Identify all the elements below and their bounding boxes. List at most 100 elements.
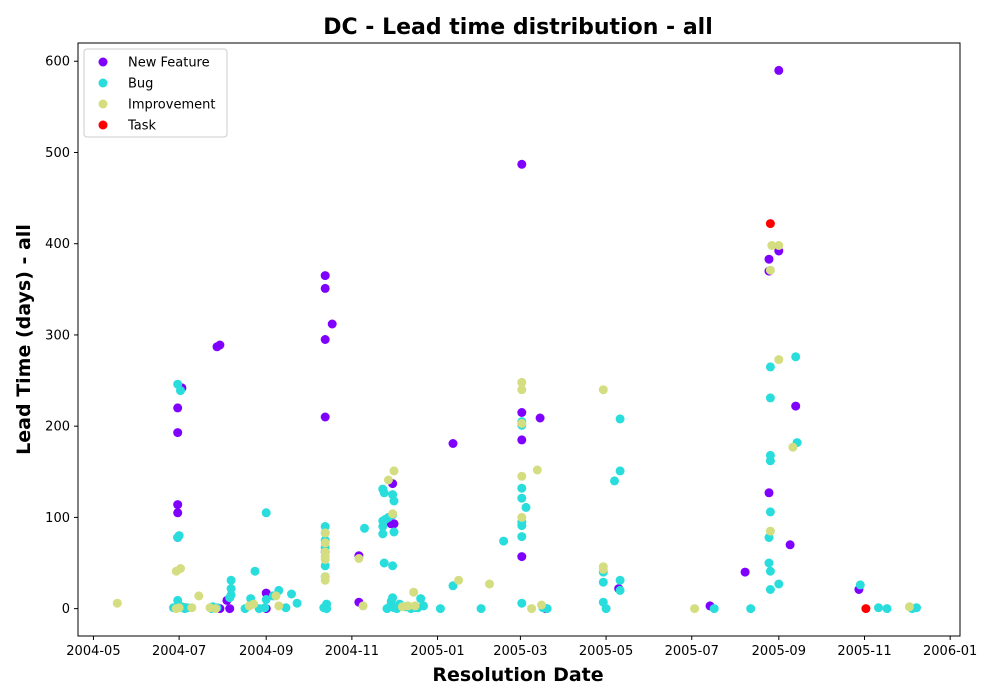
data-point bbox=[527, 604, 536, 613]
y-tick-label: 600 bbox=[45, 55, 70, 70]
y-tick-label: 0 bbox=[62, 602, 70, 617]
data-points bbox=[113, 66, 921, 613]
data-point bbox=[517, 408, 526, 417]
data-point bbox=[791, 352, 800, 361]
series-new-feature bbox=[173, 66, 863, 613]
x-tick-label: 2005-09 bbox=[752, 644, 806, 659]
x-tick-label: 2005-05 bbox=[579, 644, 633, 659]
y-tick-label: 300 bbox=[45, 328, 70, 343]
data-point bbox=[599, 565, 608, 574]
y-axis-ticks: 0 100 200 300 400 500 600 bbox=[45, 55, 78, 617]
data-point bbox=[517, 472, 526, 481]
chart-title: DC - Lead time distribution - all bbox=[323, 15, 713, 40]
x-tick-label: 2005-01 bbox=[410, 644, 464, 659]
data-point bbox=[741, 568, 750, 577]
data-point bbox=[766, 507, 775, 516]
data-point bbox=[436, 604, 445, 613]
data-point bbox=[173, 508, 182, 517]
x-tick-label: 2004-09 bbox=[239, 644, 293, 659]
data-point bbox=[411, 601, 420, 610]
data-point bbox=[765, 559, 774, 568]
data-point bbox=[905, 602, 914, 611]
x-tick-label: 2006-01 bbox=[923, 644, 977, 659]
data-point bbox=[517, 513, 526, 522]
data-point bbox=[517, 599, 526, 608]
data-point bbox=[616, 586, 625, 595]
series-improvement bbox=[113, 241, 914, 613]
data-point bbox=[388, 561, 397, 570]
x-tick-label: 2005-07 bbox=[665, 644, 719, 659]
data-point bbox=[517, 435, 526, 444]
data-point bbox=[477, 604, 486, 613]
data-point bbox=[360, 524, 369, 533]
data-point bbox=[194, 591, 203, 600]
data-point bbox=[113, 599, 122, 608]
legend-marker bbox=[99, 79, 108, 88]
data-point bbox=[260, 603, 269, 612]
data-point bbox=[766, 266, 775, 275]
data-point bbox=[616, 414, 625, 423]
data-point bbox=[390, 466, 399, 475]
data-point bbox=[227, 576, 236, 585]
data-point bbox=[883, 604, 892, 613]
data-point bbox=[328, 320, 337, 329]
data-point bbox=[522, 503, 531, 512]
data-point bbox=[517, 385, 526, 394]
data-point bbox=[354, 554, 363, 563]
data-point bbox=[380, 559, 389, 568]
data-point bbox=[774, 355, 783, 364]
data-point bbox=[390, 497, 399, 506]
data-point bbox=[517, 484, 526, 493]
data-point bbox=[449, 439, 458, 448]
data-point bbox=[187, 603, 196, 612]
data-point bbox=[765, 488, 774, 497]
data-point bbox=[766, 585, 775, 594]
x-tick-label: 2004-11 bbox=[325, 644, 379, 659]
data-point bbox=[388, 593, 397, 602]
data-point bbox=[599, 578, 608, 587]
legend-label: New Feature bbox=[128, 56, 210, 71]
x-tick-label: 2005-11 bbox=[837, 644, 891, 659]
data-point bbox=[251, 567, 260, 576]
data-point bbox=[766, 456, 775, 465]
data-point bbox=[321, 413, 330, 422]
data-point bbox=[293, 599, 302, 608]
legend-label: Task bbox=[127, 119, 157, 134]
data-point bbox=[173, 533, 182, 542]
data-point bbox=[176, 386, 185, 395]
data-point bbox=[321, 335, 330, 344]
data-point bbox=[517, 160, 526, 169]
data-point bbox=[517, 521, 526, 530]
data-point bbox=[774, 580, 783, 589]
data-point bbox=[274, 601, 283, 610]
data-point bbox=[774, 241, 783, 250]
data-point bbox=[517, 494, 526, 503]
data-point bbox=[225, 604, 234, 613]
data-point bbox=[272, 591, 281, 600]
data-point bbox=[746, 604, 755, 613]
data-point bbox=[287, 590, 296, 599]
data-point bbox=[774, 66, 783, 75]
data-point bbox=[215, 341, 224, 350]
data-point bbox=[517, 419, 526, 428]
data-point bbox=[485, 580, 494, 589]
data-point bbox=[262, 508, 271, 517]
data-point bbox=[390, 528, 399, 537]
data-point bbox=[321, 538, 330, 547]
y-axis-label: Lead Time (days) - all bbox=[13, 224, 35, 455]
data-point bbox=[378, 529, 387, 538]
legend: New Feature Bug Improvement Task bbox=[84, 49, 227, 137]
data-point bbox=[765, 255, 774, 264]
legend-label: Improvement bbox=[128, 98, 215, 113]
data-point bbox=[616, 576, 625, 585]
data-point bbox=[249, 600, 258, 609]
data-point bbox=[321, 576, 330, 585]
data-point bbox=[321, 271, 330, 280]
y-tick-label: 200 bbox=[45, 420, 70, 435]
data-point bbox=[359, 601, 368, 610]
legend-marker bbox=[99, 121, 108, 130]
data-point bbox=[517, 552, 526, 561]
data-point bbox=[388, 509, 397, 518]
data-point bbox=[710, 604, 719, 613]
